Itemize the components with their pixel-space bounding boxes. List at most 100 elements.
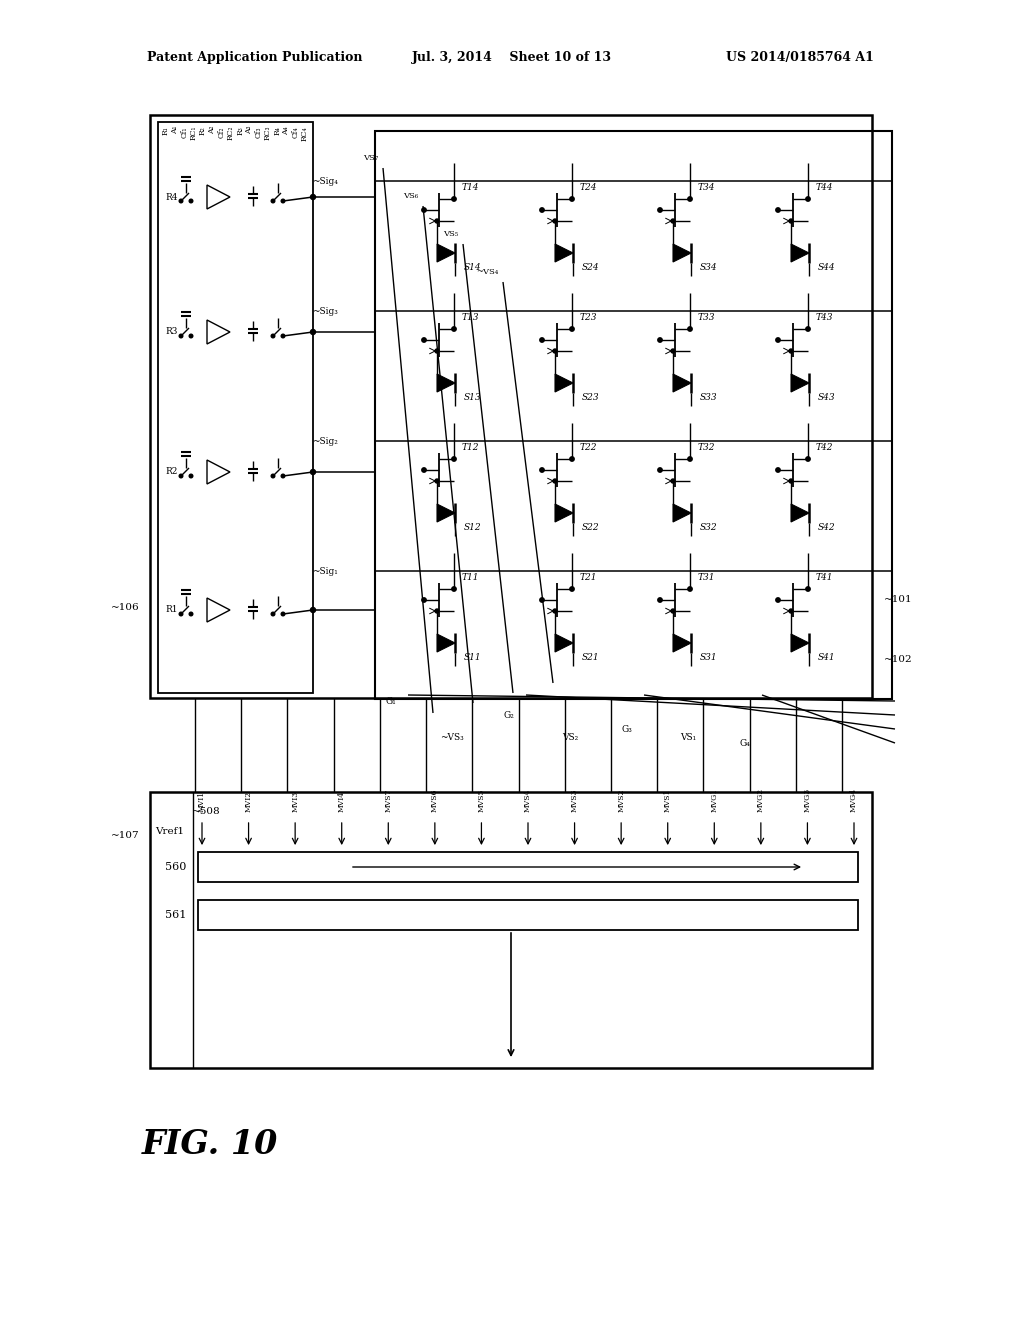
Text: S32: S32 [700, 523, 718, 532]
Text: T13: T13 [462, 314, 479, 322]
Circle shape [422, 207, 426, 213]
Bar [150, 792, 872, 1068]
Circle shape [790, 479, 793, 483]
Text: MVS3: MVS3 [570, 788, 579, 812]
Text: T43: T43 [816, 314, 834, 322]
Text: Jul. 3, 2014    Sheet 10 of 13: Jul. 3, 2014 Sheet 10 of 13 [412, 50, 612, 63]
Text: Patent Application Publication: Patent Application Publication [147, 50, 362, 63]
Text: MVS7: MVS7 [384, 788, 392, 812]
Text: ~106: ~106 [112, 603, 140, 612]
Text: S11: S11 [464, 652, 481, 661]
Circle shape [688, 327, 692, 331]
Text: T21: T21 [580, 573, 597, 582]
Polygon shape [673, 374, 691, 392]
Text: A₄: A₄ [283, 125, 291, 135]
Circle shape [189, 199, 193, 203]
Circle shape [688, 457, 692, 461]
Circle shape [310, 194, 315, 199]
Text: T34: T34 [698, 183, 716, 193]
Circle shape [671, 219, 675, 223]
Text: Vref1: Vref1 [156, 828, 184, 837]
Text: MVI3: MVI3 [291, 791, 299, 812]
Circle shape [540, 598, 544, 602]
Text: VS₇: VS₇ [362, 154, 378, 162]
Text: MVG2: MVG2 [757, 788, 765, 812]
Text: A₂: A₂ [208, 125, 216, 135]
Circle shape [776, 338, 780, 342]
Text: MVG3: MVG3 [804, 788, 811, 812]
Circle shape [282, 199, 285, 203]
Text: S34: S34 [700, 263, 718, 272]
Text: R2: R2 [166, 467, 178, 477]
Circle shape [179, 199, 183, 203]
Text: T12: T12 [462, 444, 479, 453]
Text: MVS4: MVS4 [524, 788, 532, 812]
Circle shape [553, 479, 557, 483]
Polygon shape [555, 504, 573, 521]
Text: S14: S14 [464, 263, 481, 272]
Circle shape [776, 467, 780, 473]
Polygon shape [791, 374, 809, 392]
Text: R₄: R₄ [273, 125, 282, 135]
Text: VS₅: VS₅ [442, 230, 458, 238]
Circle shape [452, 587, 457, 591]
Circle shape [271, 474, 274, 478]
Circle shape [553, 219, 557, 223]
Text: S21: S21 [582, 652, 600, 661]
Circle shape [189, 612, 193, 616]
Circle shape [179, 612, 183, 616]
Circle shape [271, 199, 274, 203]
Text: T42: T42 [816, 444, 834, 453]
Circle shape [790, 348, 793, 352]
Circle shape [452, 197, 457, 201]
Circle shape [657, 467, 663, 473]
Circle shape [310, 330, 315, 334]
Text: R3: R3 [166, 327, 178, 337]
Text: RC₄: RC₄ [301, 125, 309, 141]
Text: VS₆: VS₆ [402, 191, 418, 201]
Text: T23: T23 [580, 314, 597, 322]
Circle shape [671, 609, 675, 612]
Circle shape [310, 607, 315, 612]
Circle shape [657, 207, 663, 213]
Text: S42: S42 [818, 523, 836, 532]
Text: T11: T11 [462, 573, 479, 582]
Text: G₄: G₄ [739, 738, 750, 747]
Text: US 2014/0185764 A1: US 2014/0185764 A1 [726, 50, 873, 63]
Bar [158, 121, 313, 693]
Circle shape [189, 474, 193, 478]
Text: VS₁: VS₁ [680, 734, 696, 742]
Circle shape [435, 348, 439, 352]
Text: ~102: ~102 [884, 656, 912, 664]
Circle shape [806, 327, 810, 331]
Circle shape [776, 207, 780, 213]
Circle shape [189, 334, 193, 338]
Circle shape [790, 219, 793, 223]
Text: G₃: G₃ [622, 725, 632, 734]
Text: MVS5: MVS5 [477, 788, 485, 812]
Text: T33: T33 [698, 314, 716, 322]
Text: 560: 560 [165, 862, 186, 873]
Circle shape [282, 612, 285, 616]
Text: ~101: ~101 [884, 595, 912, 605]
Circle shape [688, 587, 692, 591]
Circle shape [179, 474, 183, 478]
Circle shape [271, 612, 274, 616]
Text: ~Sig₄: ~Sig₄ [312, 177, 338, 186]
Text: S31: S31 [700, 652, 718, 661]
Text: T31: T31 [698, 573, 716, 582]
Circle shape [806, 197, 810, 201]
Text: ~508: ~508 [193, 808, 220, 817]
Text: G₂: G₂ [503, 710, 514, 719]
Text: T22: T22 [580, 444, 597, 453]
Polygon shape [673, 504, 691, 521]
Circle shape [422, 338, 426, 342]
Circle shape [540, 338, 544, 342]
Text: Cf₁: Cf₁ [180, 125, 188, 137]
Text: T41: T41 [816, 573, 834, 582]
Text: MVI2: MVI2 [245, 791, 253, 812]
Text: MVS2: MVS2 [617, 788, 625, 812]
Text: MVG1: MVG1 [711, 788, 718, 812]
Polygon shape [673, 244, 691, 261]
Text: A₁: A₁ [171, 125, 179, 135]
